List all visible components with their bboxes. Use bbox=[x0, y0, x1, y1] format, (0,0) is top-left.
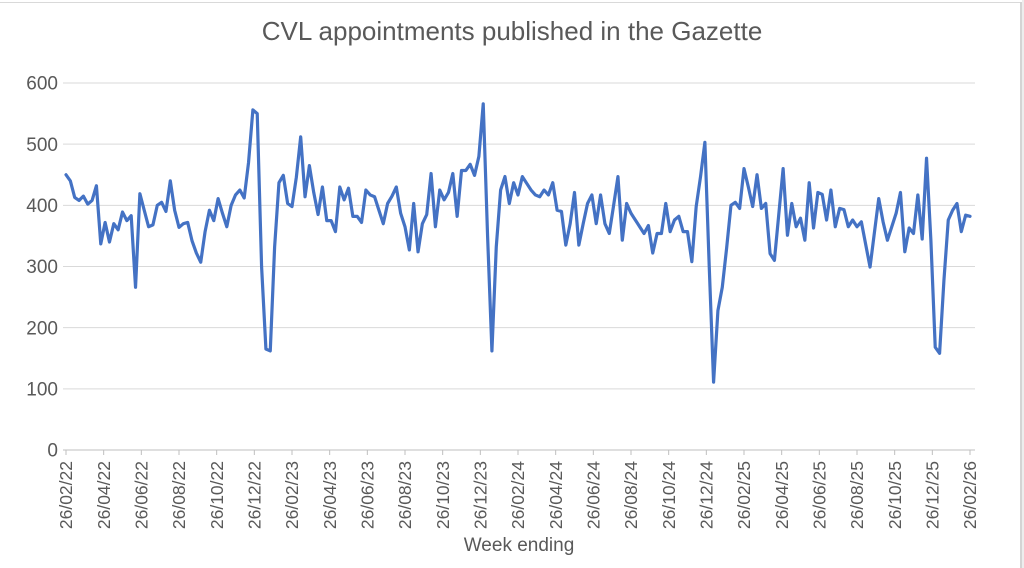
svg-text:26/10/22: 26/10/22 bbox=[207, 461, 227, 529]
x-axis bbox=[63, 449, 975, 455]
svg-text:26/04/25: 26/04/25 bbox=[772, 461, 792, 529]
svg-text:26/04/22: 26/04/22 bbox=[94, 461, 114, 529]
svg-text:26/02/24: 26/02/24 bbox=[508, 461, 528, 529]
svg-text:26/12/24: 26/12/24 bbox=[696, 461, 716, 529]
svg-text:200: 200 bbox=[26, 318, 58, 339]
svg-text:26/06/22: 26/06/22 bbox=[131, 461, 151, 529]
chart-title: CVL appointments published in the Gazett… bbox=[261, 16, 763, 46]
svg-text:26/08/25: 26/08/25 bbox=[847, 461, 867, 529]
x-tick-labels: 26/02/22 26/04/22 26/06/22 26/08/22 26/10/22… bbox=[56, 461, 980, 529]
svg-text:26/04/23: 26/04/23 bbox=[320, 461, 340, 529]
gridlines bbox=[63, 82, 975, 390]
svg-text:26/10/24: 26/10/24 bbox=[659, 461, 679, 529]
svg-text:0: 0 bbox=[47, 441, 58, 462]
svg-text:26/06/24: 26/06/24 bbox=[583, 461, 603, 529]
chart-border-right bbox=[1020, 2, 1022, 568]
x-axis-title: Week ending bbox=[463, 535, 575, 556]
svg-text:26/02/25: 26/02/25 bbox=[734, 461, 754, 529]
svg-text:300: 300 bbox=[26, 257, 58, 278]
svg-text:26/06/25: 26/06/25 bbox=[809, 461, 829, 529]
chart-border-top bbox=[0, 2, 1022, 3]
svg-text:26/10/23: 26/10/23 bbox=[433, 461, 453, 529]
svg-text:100: 100 bbox=[26, 379, 58, 400]
svg-text:26/04/24: 26/04/24 bbox=[546, 461, 566, 529]
svg-text:26/06/23: 26/06/23 bbox=[357, 461, 377, 529]
svg-text:26/08/23: 26/08/23 bbox=[395, 461, 415, 529]
svg-text:26/02/26: 26/02/26 bbox=[960, 461, 980, 529]
svg-text:26/12/25: 26/12/25 bbox=[922, 461, 942, 529]
svg-text:26/02/22: 26/02/22 bbox=[56, 461, 76, 529]
svg-text:26/08/22: 26/08/22 bbox=[169, 461, 189, 529]
chart-border-right-sliver bbox=[1022, 0, 1024, 568]
svg-text:600: 600 bbox=[26, 74, 58, 95]
svg-text:400: 400 bbox=[26, 196, 58, 217]
svg-text:26/08/24: 26/08/24 bbox=[621, 461, 641, 529]
svg-text:500: 500 bbox=[26, 135, 58, 156]
svg-text:26/10/25: 26/10/25 bbox=[885, 461, 905, 529]
svg-text:26/12/22: 26/12/22 bbox=[244, 461, 264, 529]
y-tick-labels: 0 100 200 300 400 500 600 bbox=[26, 74, 58, 462]
series-line bbox=[64, 102, 972, 384]
svg-text:26/02/23: 26/02/23 bbox=[282, 461, 302, 529]
svg-text:26/12/23: 26/12/23 bbox=[470, 461, 490, 529]
